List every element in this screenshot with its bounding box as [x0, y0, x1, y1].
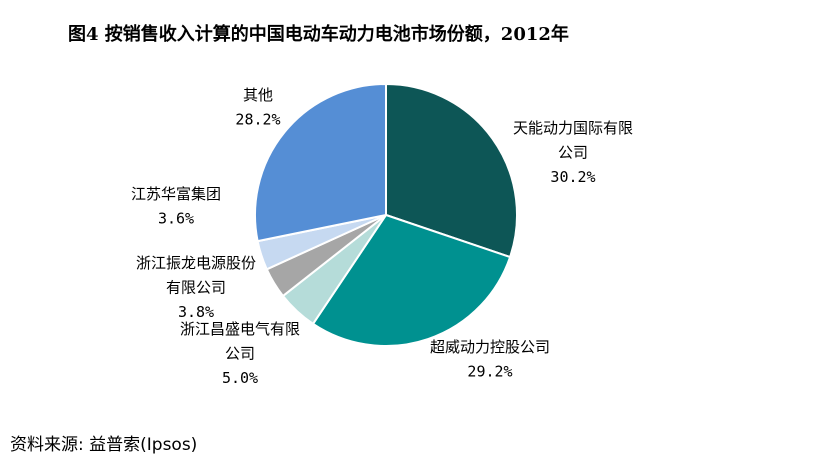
source-note: 资料来源: 益普索(Ipsos): [10, 435, 198, 455]
slice-category-label: 超威动力控股公司: [430, 338, 550, 356]
slice-category-label: 有限公司: [166, 279, 226, 297]
slice-category-label: 天能动力国际有限: [513, 119, 633, 137]
slice-category-label: 浙江振龙电源股份: [136, 254, 256, 272]
slice-value-label: 3.6%: [158, 210, 194, 228]
slice-category-label: 江苏华富集团: [131, 185, 221, 203]
slice-value-label: 28.2%: [235, 111, 280, 129]
slice-category-label: 浙江昌盛电气有限: [180, 320, 300, 338]
slice-value-label: 3.8%: [178, 303, 214, 321]
pie-slice: [311, 213, 512, 347]
slice-value-label: 5.0%: [222, 369, 258, 387]
pie-slice: [385, 82, 518, 259]
slice-value-label: 30.2%: [550, 168, 595, 186]
slice-value-label: 29.2%: [467, 363, 512, 381]
slice-category-label: 公司: [558, 144, 588, 162]
chart-title: 图4 按销售收入计算的中国电动车动力电池市场份额，2012年: [68, 24, 569, 45]
slice-category-label: 公司: [225, 345, 255, 363]
pie-slice: [254, 82, 387, 243]
slice-category-label: 其他: [243, 86, 273, 104]
